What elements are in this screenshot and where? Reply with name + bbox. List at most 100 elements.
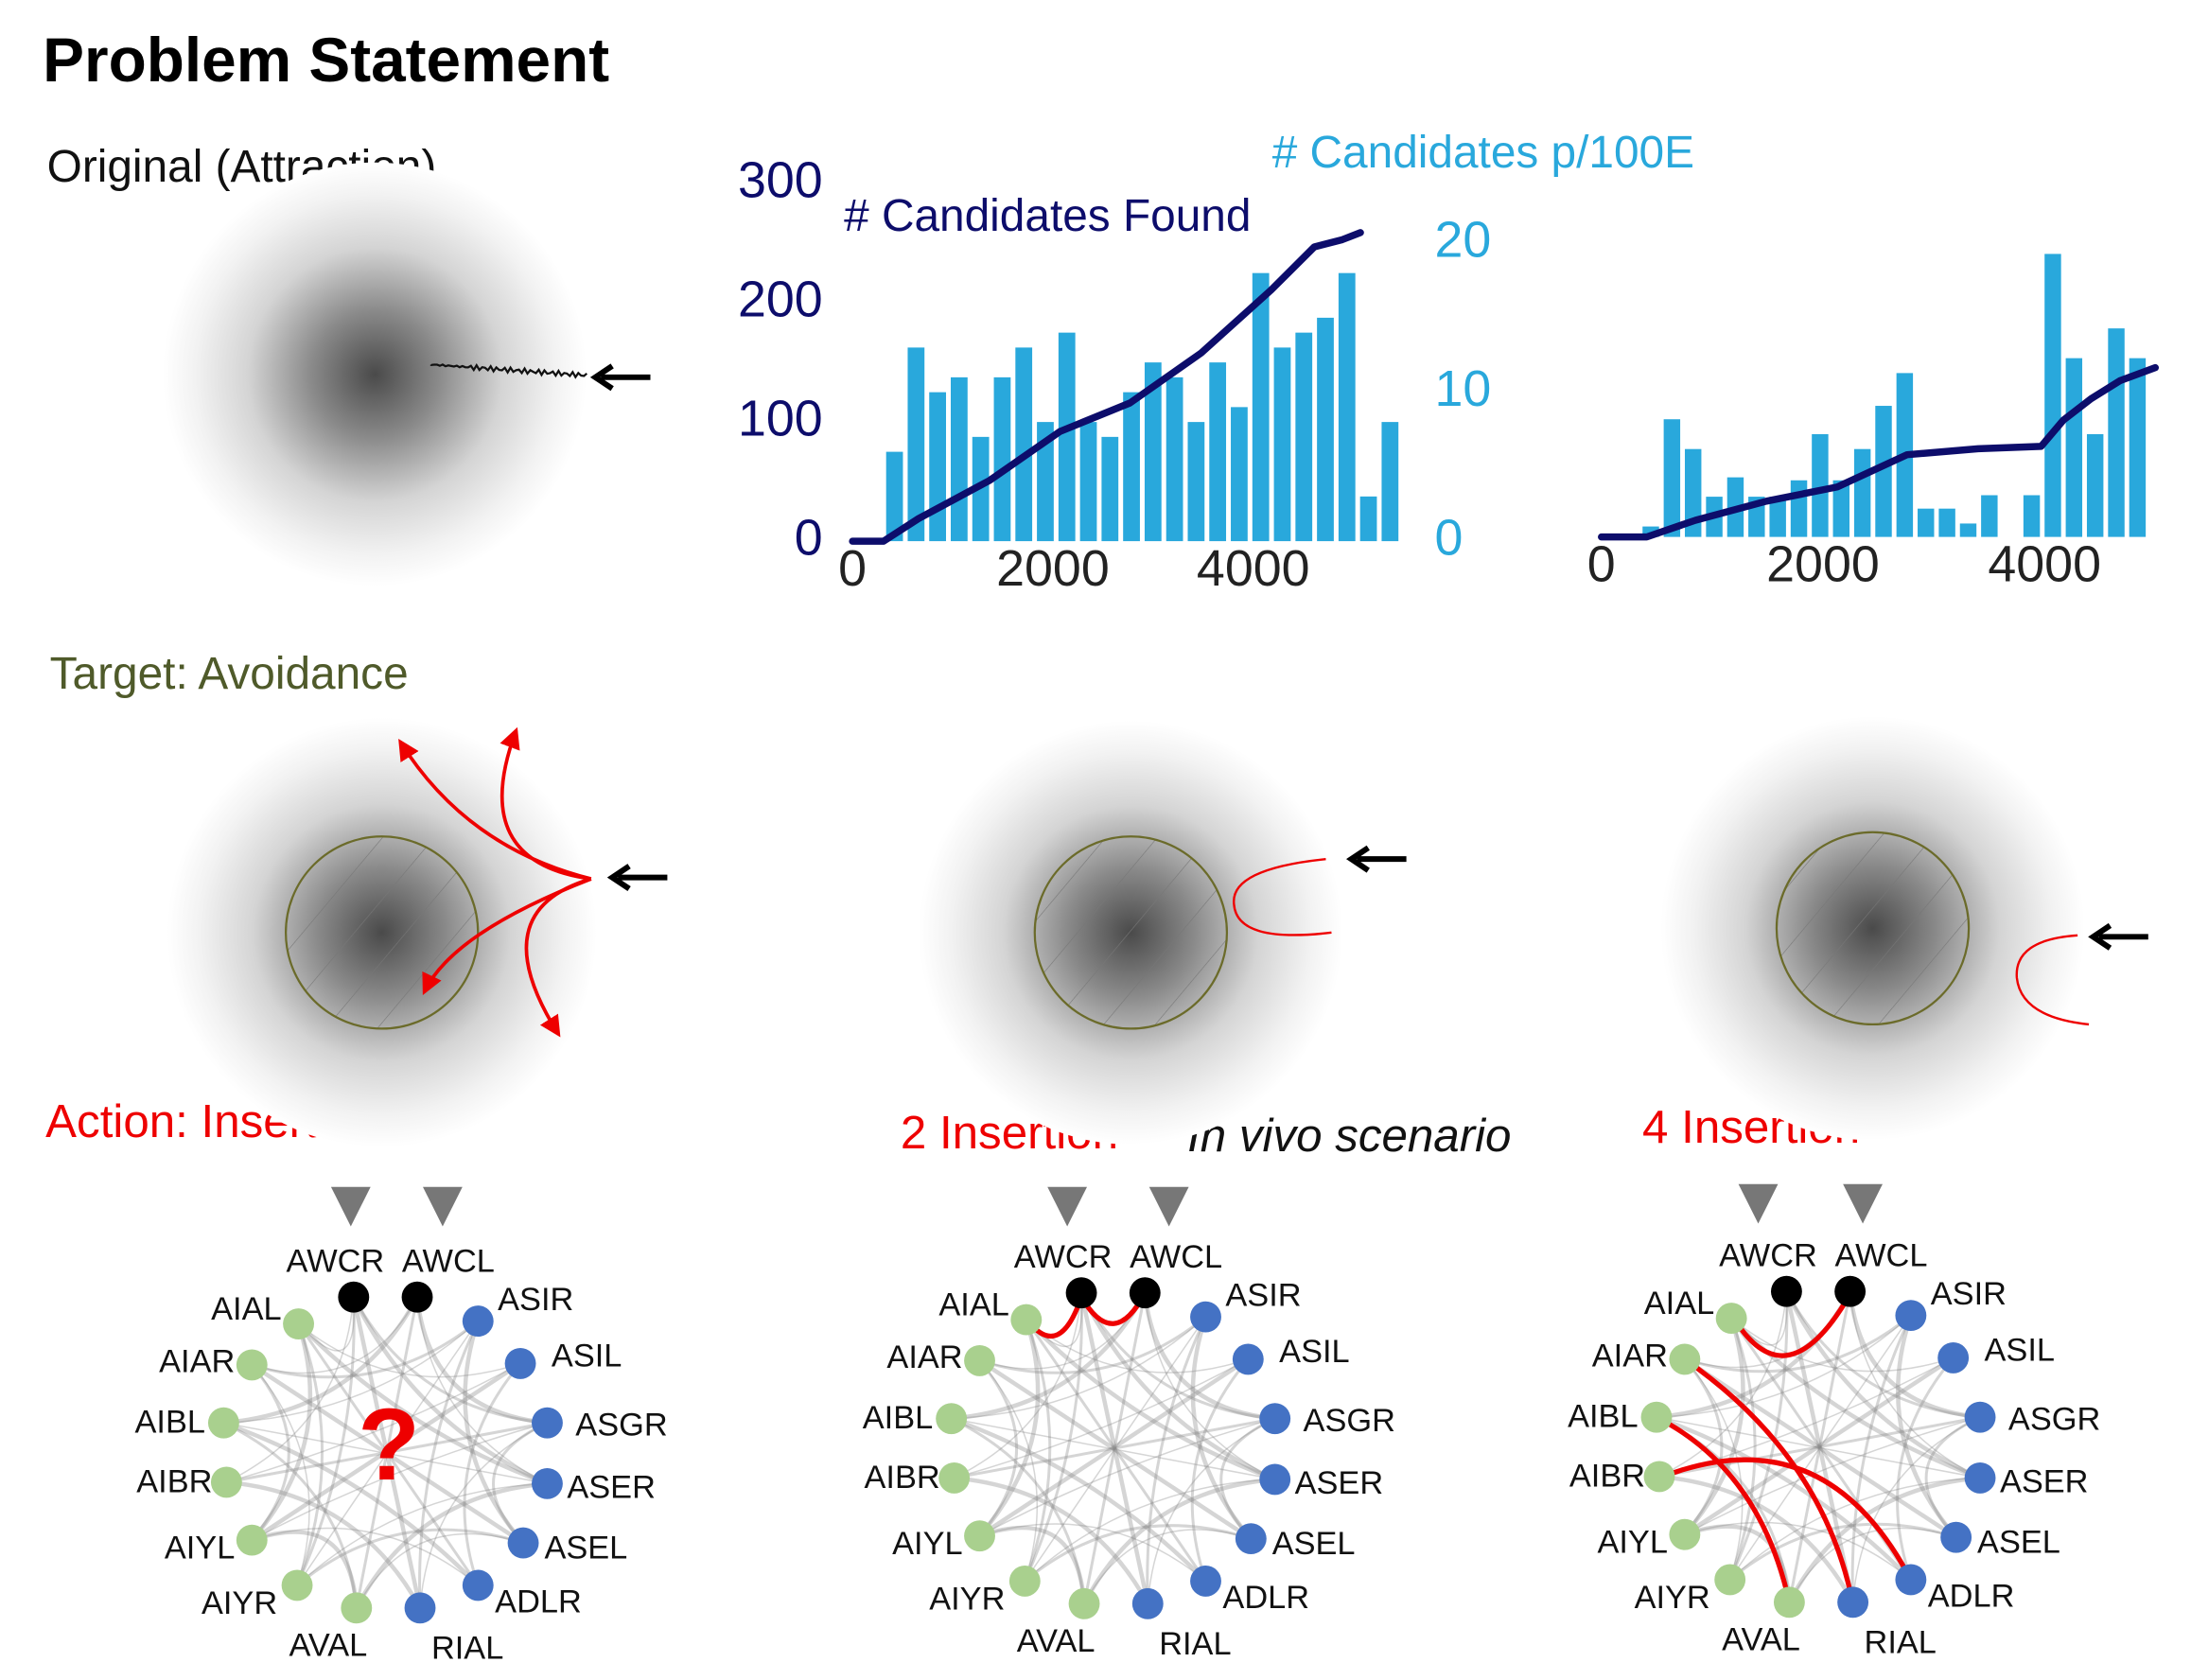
neuron bbox=[1068, 1587, 1100, 1619]
y-tick-label: 300 bbox=[738, 151, 823, 208]
connection bbox=[419, 1422, 548, 1608]
neuron bbox=[1964, 1461, 1996, 1494]
neuron-label: AIAL bbox=[211, 1291, 281, 1327]
connection bbox=[954, 1358, 1249, 1479]
neuron bbox=[1895, 1564, 1927, 1596]
neuron bbox=[938, 1461, 971, 1494]
connection bbox=[1728, 1318, 1757, 1581]
neuron-label: RIAL bbox=[431, 1631, 503, 1667]
connection bbox=[951, 1417, 1275, 1480]
neuron-label: ASEL bbox=[1977, 1525, 2060, 1561]
neuron-label: AIBL bbox=[135, 1405, 205, 1441]
connection bbox=[352, 1296, 548, 1425]
connection bbox=[1143, 1292, 1275, 1421]
connection bbox=[954, 1417, 1275, 1479]
line bbox=[1598, 363, 2160, 541]
connection bbox=[951, 1291, 1148, 1421]
neuron bbox=[1669, 1518, 1701, 1550]
connection bbox=[355, 1296, 419, 1609]
neuron-label: ASIR bbox=[498, 1282, 573, 1318]
title: Problem Statement bbox=[43, 26, 609, 95]
neuron bbox=[532, 1467, 563, 1499]
connection bbox=[1683, 1357, 1957, 1540]
connection bbox=[1896, 1314, 1958, 1539]
connection bbox=[296, 1322, 549, 1486]
x-tick-label: 2000 bbox=[1766, 536, 1880, 593]
neuron-label: AWCL bbox=[402, 1243, 495, 1279]
neuron bbox=[462, 1569, 494, 1601]
connection bbox=[463, 1362, 522, 1586]
bar bbox=[1959, 523, 1977, 537]
arena-result bbox=[919, 720, 1407, 1145]
connection bbox=[1024, 1479, 1275, 1582]
neuron bbox=[207, 1407, 239, 1439]
connection bbox=[978, 1359, 1038, 1582]
connection bbox=[1025, 1318, 1276, 1481]
neuron bbox=[1129, 1277, 1161, 1309]
neuron-label: AIAL bbox=[1644, 1286, 1714, 1321]
arena-result bbox=[1660, 716, 2148, 1141]
connection bbox=[1788, 1527, 1956, 1603]
neuron-label: ADLR bbox=[495, 1584, 582, 1619]
bar bbox=[1790, 480, 1808, 537]
neuron bbox=[1940, 1521, 1972, 1553]
neuron-label: RIAL bbox=[1159, 1626, 1231, 1662]
x-tick-label: 4000 bbox=[1988, 536, 2101, 593]
neuron bbox=[1834, 1275, 1867, 1307]
bar bbox=[1144, 362, 1162, 542]
bar bbox=[2044, 254, 2061, 537]
connection bbox=[351, 1296, 423, 1609]
neuron bbox=[964, 1344, 995, 1376]
connection bbox=[250, 1322, 313, 1542]
neuron bbox=[1773, 1586, 1805, 1619]
connection bbox=[1023, 1292, 1083, 1583]
y2-tick-label: 0 bbox=[1434, 509, 1463, 566]
bar bbox=[1166, 376, 1183, 542]
inserted-edges bbox=[1026, 1291, 1914, 1604]
bar bbox=[1853, 448, 1871, 537]
neuron bbox=[1895, 1300, 1927, 1332]
connection bbox=[979, 1315, 1207, 1374]
bar bbox=[2023, 495, 2041, 537]
connection bbox=[978, 1525, 1087, 1604]
connection bbox=[1144, 1292, 1276, 1480]
neuron bbox=[1714, 1564, 1746, 1596]
neuron bbox=[1715, 1303, 1747, 1335]
neuron-label: AIYL bbox=[892, 1526, 962, 1562]
connection bbox=[354, 1481, 548, 1609]
connection bbox=[414, 1296, 548, 1426]
neuron-label: AIYR bbox=[929, 1581, 1005, 1617]
x-tick-label: 4000 bbox=[1197, 540, 1310, 597]
connection bbox=[356, 1532, 524, 1609]
connection bbox=[1684, 1521, 1912, 1581]
arena-original bbox=[163, 162, 651, 586]
connection bbox=[222, 1421, 480, 1587]
bar bbox=[1981, 495, 1998, 537]
neuron bbox=[1640, 1401, 1673, 1433]
connection bbox=[1684, 1358, 1744, 1581]
neuron-label: ADLR bbox=[1928, 1578, 2015, 1614]
connection bbox=[1728, 1522, 1957, 1582]
neuron-label: AWCR bbox=[287, 1243, 385, 1279]
neuron bbox=[1235, 1523, 1267, 1555]
bar bbox=[929, 392, 946, 542]
connection bbox=[1658, 1291, 1788, 1478]
connection bbox=[1729, 1317, 1913, 1581]
neuron bbox=[964, 1520, 995, 1552]
bar bbox=[1209, 362, 1227, 542]
connection bbox=[1658, 1415, 1981, 1479]
neuron-label: RIAL bbox=[1865, 1625, 1937, 1661]
neuron-label: ASER bbox=[1295, 1465, 1384, 1501]
neuron bbox=[404, 1592, 436, 1624]
connection bbox=[251, 1530, 359, 1608]
neuron-label: AIBR bbox=[1569, 1458, 1645, 1494]
y-tick-label: 100 bbox=[738, 390, 823, 446]
neuron-label: AIBR bbox=[865, 1460, 940, 1496]
bar bbox=[1015, 347, 1033, 542]
neuron bbox=[1190, 1301, 1221, 1333]
connection bbox=[1787, 1290, 1852, 1603]
neuron bbox=[283, 1308, 314, 1340]
neuron-label: AIAR bbox=[1592, 1339, 1668, 1374]
question-mark: ? bbox=[358, 1388, 420, 1501]
y-tick-label: 200 bbox=[738, 271, 823, 327]
